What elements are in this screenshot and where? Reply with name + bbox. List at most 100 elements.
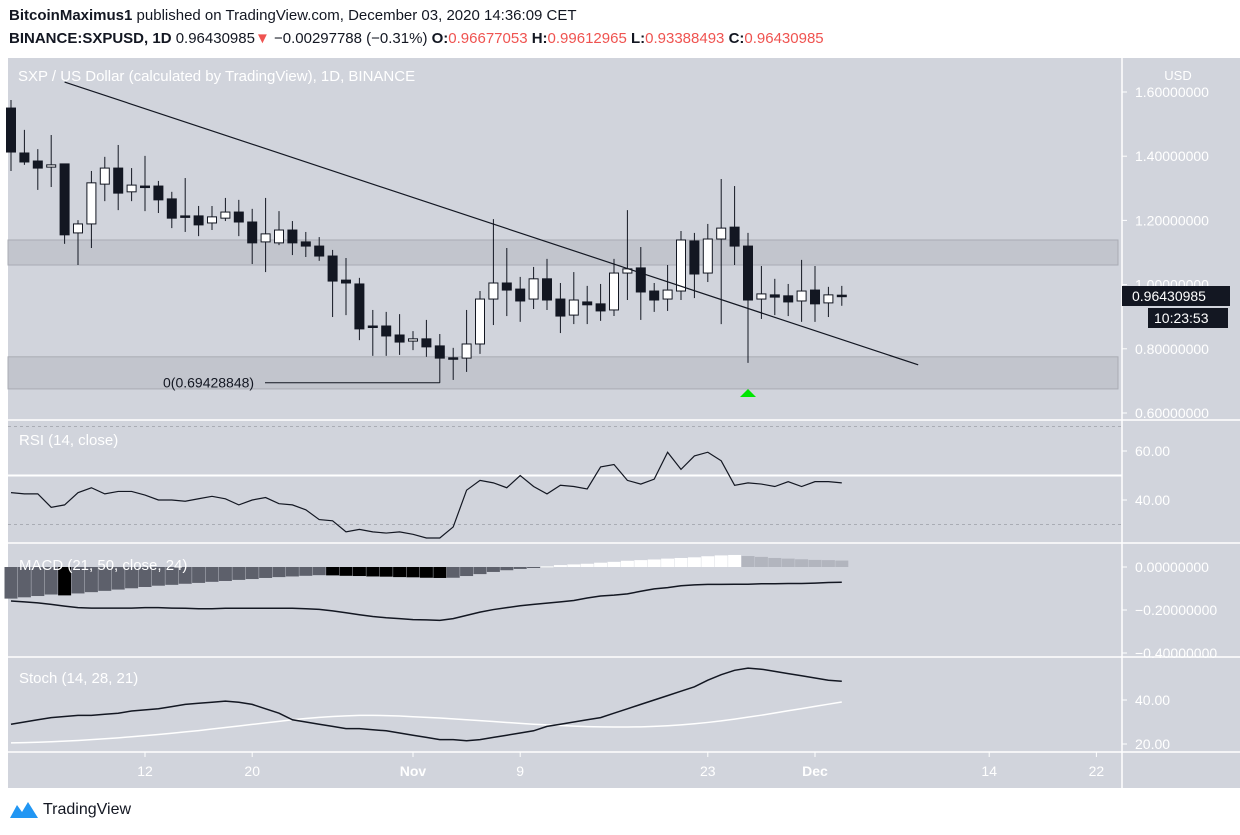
macd-histogram-bar xyxy=(513,567,527,569)
time-tick-label: Nov xyxy=(400,763,427,779)
candle-up xyxy=(716,227,727,240)
close-value: 0.96430985 xyxy=(744,30,824,47)
stoch-tick-label: 40.00 xyxy=(1135,692,1170,708)
candle-up xyxy=(260,233,271,243)
candle-down xyxy=(113,167,124,194)
macd-histogram-bar xyxy=(205,567,219,582)
candle-down xyxy=(689,240,700,275)
chart[interactable]: 0(0.69428848) 1.60000000 1.40000000 1.2000… xyxy=(0,0,1240,790)
candle-down xyxy=(327,255,338,282)
macd-histogram-bar xyxy=(366,567,380,577)
candle-down xyxy=(783,295,794,303)
support-resistance-zone xyxy=(7,239,1119,266)
macd-histogram-bar xyxy=(607,561,621,567)
candle-down xyxy=(166,198,177,219)
macd-histogram-bar xyxy=(821,560,835,567)
candle-down xyxy=(448,357,459,360)
candle-down xyxy=(153,185,164,201)
stoch-tick-label: 20.00 xyxy=(1135,736,1170,752)
macd-histogram-bar xyxy=(419,567,433,578)
trendline xyxy=(64,81,919,366)
stoch-legend: Stoch (14, 28, 21) xyxy=(19,670,138,687)
rsi-legend: RSI (14, close) xyxy=(19,432,118,449)
macd-histogram-bar xyxy=(553,565,567,567)
candle-down xyxy=(836,294,847,298)
price-tick-label: 0.80000000 xyxy=(1135,341,1209,357)
candle-up xyxy=(408,338,418,342)
time-tick-label: Dec xyxy=(802,763,828,779)
bar-countdown: 10:23:53 xyxy=(1154,310,1209,326)
macd-histogram-bar xyxy=(835,560,849,567)
tradingview-logo[interactable]: TradingView xyxy=(9,800,131,820)
candle-up xyxy=(488,282,499,300)
candle-up xyxy=(528,278,539,300)
candle-down xyxy=(193,215,204,226)
macd-histogram-bar xyxy=(795,559,809,567)
macd-histogram-bar xyxy=(71,567,85,594)
macd-histogram-bar xyxy=(299,567,313,576)
macd-histogram-bar xyxy=(259,567,273,578)
macd-histogram-bar xyxy=(58,567,72,596)
macd-histogram-bar xyxy=(714,555,728,567)
candle-down xyxy=(515,288,526,302)
macd-histogram-bar xyxy=(245,567,259,580)
candle-down xyxy=(769,294,780,298)
macd-histogram-bar xyxy=(138,567,152,587)
macd-tick-label: −0.40000000 xyxy=(1135,645,1217,661)
price-tick-label: 1.20000000 xyxy=(1135,212,1209,228)
tradingview-logo-icon xyxy=(10,802,38,818)
macd-histogram-bar xyxy=(808,559,822,567)
macd-histogram-bar xyxy=(31,567,45,597)
high-value: 0.99612965 xyxy=(547,30,627,47)
price-tick-label: 1.60000000 xyxy=(1135,84,1209,100)
macd-histogram-bar xyxy=(486,567,500,572)
candle-down xyxy=(743,245,753,301)
macd-histogram-bar xyxy=(701,556,715,567)
rsi-tick-label: 40.00 xyxy=(1135,492,1170,508)
macd-histogram-bar xyxy=(741,556,755,567)
symbol-name: BINANCE:SXPUSD, 1D xyxy=(9,30,172,47)
macd-histogram-bar xyxy=(379,567,393,577)
macd-histogram-bar xyxy=(352,567,366,577)
candle-down xyxy=(341,279,351,284)
candle-up xyxy=(274,229,284,244)
publish-text: published on TradingView.com, December 0… xyxy=(136,7,577,24)
macd-histogram-bar xyxy=(232,567,246,580)
chart-background xyxy=(8,58,1240,788)
open-value: 0.96677053 xyxy=(448,30,528,47)
last-price: 0.96430985 xyxy=(175,30,255,47)
macd-histogram-bar xyxy=(178,567,192,584)
macd-histogram-bar xyxy=(460,567,474,577)
candle-up xyxy=(568,299,579,316)
candle-down xyxy=(394,334,405,343)
candle-down xyxy=(19,152,30,163)
macd-histogram-bar xyxy=(620,560,634,567)
candle-down xyxy=(247,221,258,244)
macd-histogram-bar xyxy=(393,567,407,578)
candle-down xyxy=(287,229,298,244)
candle-up xyxy=(796,290,807,302)
time-tick-label: 9 xyxy=(516,763,524,779)
macd-histogram-bar xyxy=(272,567,286,578)
high-label: H: xyxy=(531,30,548,47)
candle-down xyxy=(635,267,646,293)
price-tick-label: 1.40000000 xyxy=(1135,148,1209,164)
candle-down xyxy=(367,325,378,329)
candle-up xyxy=(756,293,767,300)
macd-histogram-bar xyxy=(473,567,487,575)
support-resistance-zone xyxy=(7,356,1119,390)
macd-histogram-bar xyxy=(326,567,340,576)
macd-histogram-bar xyxy=(567,564,581,567)
macd-histogram-bar xyxy=(647,559,661,567)
macd-histogram-bar xyxy=(768,557,782,567)
candle-up xyxy=(662,289,673,300)
time-tick-label: 22 xyxy=(1089,763,1105,779)
candle-up xyxy=(823,294,834,304)
candle-down xyxy=(59,163,70,236)
low-value: 0.93388493 xyxy=(645,30,725,47)
macd-histogram-bar xyxy=(98,567,112,591)
macd-histogram-bar xyxy=(84,567,98,593)
macd-histogram-bar xyxy=(446,567,460,578)
symbol-info: BINANCE:SXPUSD, 1D 0.96430985▼ −0.002977… xyxy=(9,30,824,47)
candle-up xyxy=(99,167,110,185)
